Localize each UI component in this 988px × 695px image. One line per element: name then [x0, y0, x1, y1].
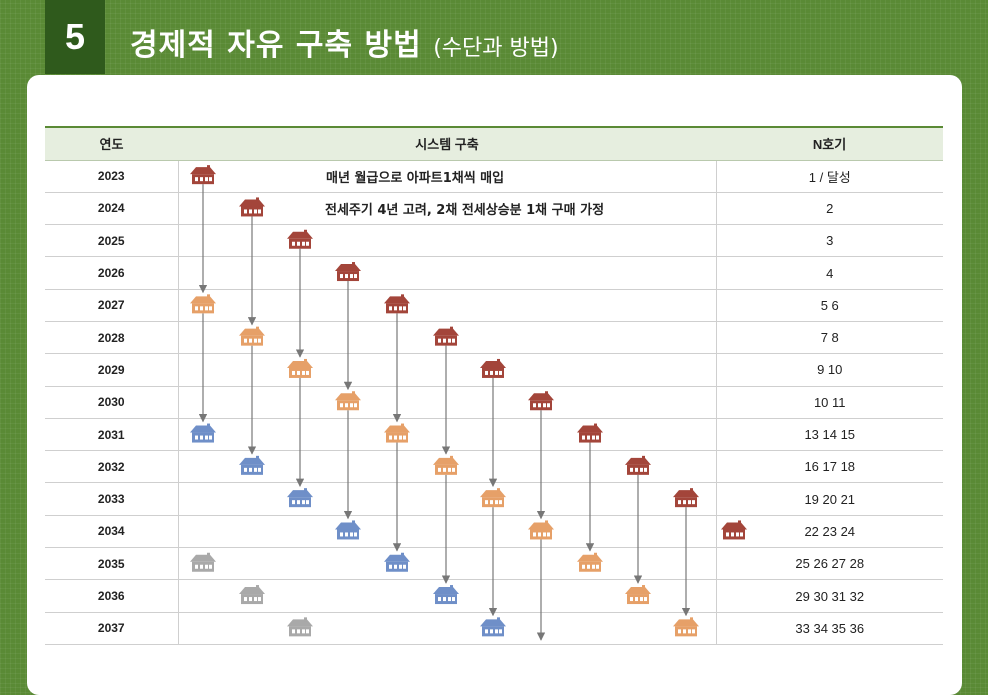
- row-year: 2023: [45, 160, 178, 193]
- row-year: 2036: [45, 579, 178, 613]
- row-count: 3: [716, 224, 943, 258]
- table-row: 2025 3: [45, 224, 943, 258]
- row-count: 1 / 달성: [716, 160, 943, 193]
- row-year: 2029: [45, 353, 178, 387]
- note-annual-purchase: 매년 월급으로 아파트1채씩 매입: [326, 171, 505, 186]
- row-count: 25 26 27 28: [716, 547, 943, 581]
- table-row: 2032 16 17 18: [45, 450, 943, 484]
- row-system-cell: [177, 289, 717, 322]
- row-system-cell: [177, 418, 717, 452]
- table-row: 2033 19 20 21: [45, 482, 943, 516]
- row-year: 2033: [45, 482, 178, 516]
- table-row: 2027 5 6: [45, 289, 943, 322]
- table-row: 2029 9 10: [45, 353, 943, 387]
- row-system-cell: [177, 321, 717, 355]
- section-number: 5: [45, 0, 105, 74]
- row-year: 2026: [45, 256, 178, 290]
- table-row: 2023 1 / 달성: [45, 160, 943, 193]
- table-row: 2028 7 8: [45, 321, 943, 355]
- header-count: N호기: [716, 126, 943, 161]
- table-row: 2036 29 30 31 32: [45, 579, 943, 613]
- row-system-cell: [177, 450, 717, 484]
- row-year: 2027: [45, 289, 178, 322]
- table-row: 2030 10 11: [45, 386, 943, 419]
- page-title-main: 경제적 자유 구축 방법: [130, 28, 422, 63]
- row-year: 2037: [45, 612, 178, 645]
- row-year: 2031: [45, 418, 178, 452]
- row-system-cell: [177, 547, 717, 581]
- row-year: 2024: [45, 192, 178, 226]
- row-system-cell: [177, 515, 717, 549]
- table-row: 2031 13 14 15: [45, 418, 943, 452]
- row-system-cell: [177, 256, 717, 290]
- row-system-cell: [177, 612, 717, 645]
- header-system: 시스템 구축: [178, 126, 716, 161]
- table-row: 2035 25 26 27 28: [45, 547, 943, 581]
- row-count: 16 17 18: [716, 450, 943, 484]
- row-system-cell: [177, 160, 717, 193]
- row-count: 2: [716, 192, 943, 226]
- row-count: 9 10: [716, 353, 943, 387]
- row-system-cell: [177, 386, 717, 419]
- row-count: 33 34 35 36: [716, 612, 943, 645]
- row-count: 19 20 21: [716, 482, 943, 516]
- row-system-cell: [177, 192, 717, 226]
- row-count: 7 8: [716, 321, 943, 355]
- row-year: 2030: [45, 386, 178, 419]
- row-year: 2035: [45, 547, 178, 581]
- row-count: 13 14 15: [716, 418, 943, 452]
- table-header-row: 연도 시스템 구축 N호기: [45, 126, 943, 161]
- row-count: 5 6: [716, 289, 943, 322]
- row-system-cell: [177, 579, 717, 613]
- header-year: 연도: [45, 126, 178, 161]
- row-system-cell: [177, 353, 717, 387]
- row-count: 29 30 31 32: [716, 579, 943, 613]
- row-system-cell: [177, 224, 717, 258]
- table-row: 2026 4: [45, 256, 943, 290]
- table-row: 2034 22 23 24: [45, 515, 943, 549]
- table-row: 2024 2: [45, 192, 943, 226]
- row-count: 10 11: [716, 386, 943, 419]
- row-year: 2034: [45, 515, 178, 549]
- row-year: 2032: [45, 450, 178, 484]
- table-row: 2037 33 34 35 36: [45, 612, 943, 645]
- row-year: 2028: [45, 321, 178, 355]
- row-system-cell: [177, 482, 717, 516]
- note-jeonse-cycle: 전세주기 4년 고려, 2채 전세상승분 1채 구매 가정: [325, 203, 605, 218]
- page-title: 경제적 자유 구축 방법 (수단과 방법): [130, 20, 559, 64]
- plan-table: 연도 시스템 구축 N호기 2023 1 / 달성 2024 2 2025 3 2026 4 2…: [45, 126, 943, 645]
- row-year: 2025: [45, 224, 178, 258]
- row-count: 4: [716, 256, 943, 290]
- row-count: 22 23 24: [716, 515, 943, 549]
- page-subtitle: (수단과 방법): [433, 36, 559, 61]
